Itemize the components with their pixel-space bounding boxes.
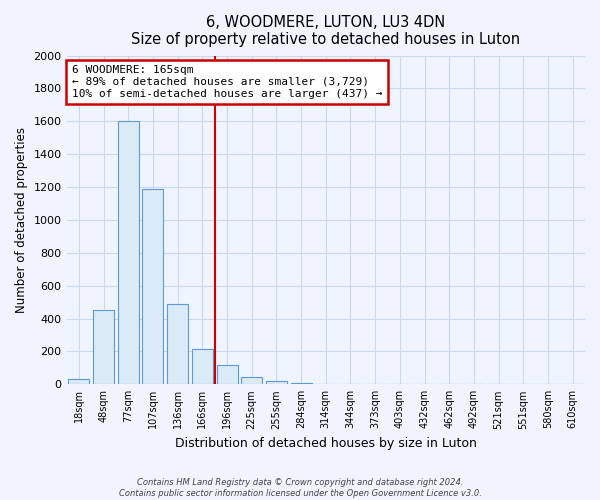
Bar [241,377,262,384]
Text: Contains HM Land Registry data © Crown copyright and database right 2024.
Contai: Contains HM Land Registry data © Crown c… [119,478,481,498]
Bar [118,122,139,384]
Bar [192,349,213,384]
X-axis label: Distribution of detached houses by size in Luton: Distribution of detached houses by size … [175,437,477,450]
Bar [217,364,238,384]
Text: 6 WOODMERE: 165sqm
← 89% of detached houses are smaller (3,729)
10% of semi-deta: 6 WOODMERE: 165sqm ← 89% of detached hou… [72,66,382,98]
Y-axis label: Number of detached properties: Number of detached properties [15,127,28,313]
Title: 6, WOODMERE, LUTON, LU3 4DN
Size of property relative to detached houses in Luto: 6, WOODMERE, LUTON, LU3 4DN Size of prop… [131,15,520,48]
Bar [93,310,114,384]
Bar [266,381,287,384]
Bar [167,304,188,384]
Bar [68,378,89,384]
Bar [142,188,163,384]
